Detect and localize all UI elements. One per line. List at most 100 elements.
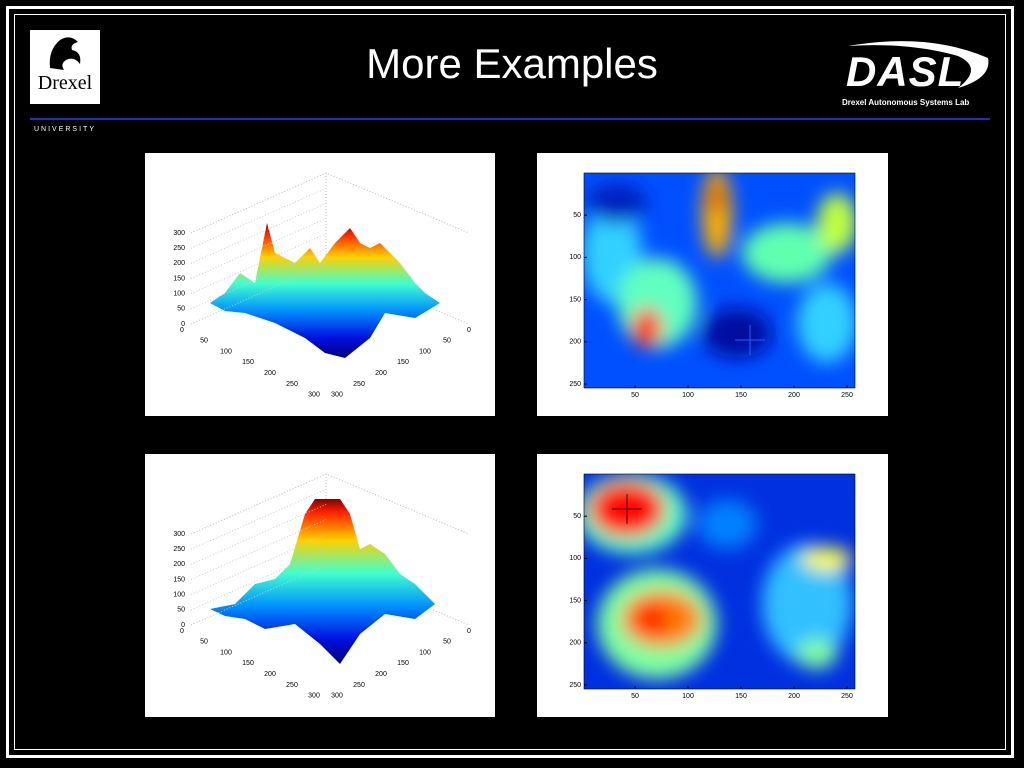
y-tick-label: 100 [569,254,581,261]
grid-line [190,519,327,581]
y-tick-label: 50 [443,338,451,345]
z-tick-label: 200 [173,561,185,568]
y-tick-label: 100 [569,555,581,562]
z-tick-label: 250 [173,546,185,553]
grid-line [190,263,327,325]
plot-panel: 50 100 150 200 250 50 100 150 200 250 [537,454,888,717]
x-tick-label: 100 [220,649,232,656]
grid-line [190,473,327,535]
y-tick-label: 150 [397,359,409,366]
y-tick-label: 250 [353,381,365,388]
z-tick-label: 0 [181,321,185,328]
surface [210,223,440,358]
surface [210,499,435,664]
x-tick-label: 100 [682,392,694,399]
y-tick-label: 200 [375,370,387,377]
grid-line [190,218,327,280]
swoosh [848,41,989,88]
y-tick-label: 0 [467,628,471,635]
x-tick-label: 200 [264,671,276,678]
grid-line [190,564,327,626]
y-tick-label: 150 [569,597,581,604]
z-tick-label: 50 [177,607,185,614]
x-tick-label: 200 [788,392,800,399]
x-tick-label: 200 [264,370,276,377]
y-tick-label: 0 [467,327,471,334]
y-tick-label: 200 [375,671,387,678]
frame [14,14,1006,750]
y-tick-label: 250 [569,381,581,388]
z-tick-label: 150 [173,275,185,282]
y-tick-label: 300 [331,693,343,700]
plot-panel: 0 50 100 150 200 250 300 0 50 100 150 200 250 300 0 50 1… [145,153,495,416]
plot-frame [583,172,856,389]
x-tick-label: 100 [682,693,694,700]
z-tick-label: 300 [173,230,185,237]
x-tick-label: 250 [286,381,298,388]
grid-line [190,248,327,310]
plot-panel: 0 50 100 150 200 250 300 0 50 100 150 200 250 300 0 50 1… [145,454,495,717]
logo-name: Drexel [37,72,93,94]
grid-line [190,202,327,264]
x-tick-label: 250 [841,693,853,700]
logo-sub: Drexel Autonomous Systems Lab [842,98,970,107]
x-tick-label: 150 [735,392,747,399]
z-tick-label: 250 [173,245,185,252]
grid-line [190,503,327,565]
x-tick-label: 250 [286,682,298,689]
z-tick-label: 100 [173,291,185,298]
surface-plot: 0 50 100 150 200 250 300 0 50 100 150 200 250 300 0 50 1… [173,473,471,700]
grid-line [190,233,327,295]
x-tick-label: 0 [180,628,184,635]
heatmap-plot: 50 100 150 200 250 50 100 150 200 250 [569,172,856,399]
x-tick-label: 300 [308,693,320,700]
x-tick-label: 0 [180,327,184,334]
x-tick-label: 50 [200,338,208,345]
heatmap-plot: 50 100 150 200 250 50 100 150 200 250 [569,473,856,700]
grid-line [190,549,327,611]
x-tick-label: 300 [308,392,320,399]
drexel-logo: Drexel UNIVERSITY [30,30,100,133]
slide-title: More Examples [366,40,658,87]
grid-line [190,488,327,550]
grid-line [190,187,327,249]
y-tick-label: 200 [569,640,581,647]
dragon-icon [49,37,81,70]
y-tick-label: 100 [419,649,431,656]
frame [6,6,1014,758]
y-tick-label: 50 [443,639,451,646]
x-tick-label: 50 [200,639,208,646]
z-tick-label: 150 [173,576,185,583]
x-tick-label: 150 [242,359,254,366]
z-tick-label: 0 [181,622,185,629]
plot-panel: 50 100 150 200 250 50 100 150 200 250 [537,153,888,416]
x-tick-label: 200 [788,693,800,700]
plot-frame [583,473,856,690]
logo-sub: UNIVERSITY [33,126,96,133]
z-tick-label: 50 [177,306,185,313]
y-tick-label: 150 [397,660,409,667]
x-tick-label: 100 [220,348,232,355]
y-tick-label: 250 [353,682,365,689]
y-tick-label: 50 [573,513,581,520]
grid-line [190,534,327,596]
grid-line [190,172,327,234]
y-tick-label: 100 [419,348,431,355]
divider [30,118,990,120]
x-tick-label: 50 [631,392,639,399]
z-tick-label: 200 [173,260,185,267]
x-tick-label: 150 [242,660,254,667]
dasl-logo: DASL Drexel Autonomous Systems Lab [838,38,993,108]
surface-plot: 0 50 100 150 200 250 300 0 50 100 150 200 250 300 0 50 1… [173,172,471,399]
z-tick-label: 100 [173,592,185,599]
y-tick-label: 250 [569,682,581,689]
x-tick-label: 50 [631,693,639,700]
z-tick-label: 300 [173,531,185,538]
y-tick-label: 50 [573,212,581,219]
x-tick-label: 150 [735,693,747,700]
logo-name: DASL [846,48,965,95]
y-tick-label: 300 [331,392,343,399]
y-tick-label: 150 [569,296,581,303]
x-tick-label: 250 [841,392,853,399]
